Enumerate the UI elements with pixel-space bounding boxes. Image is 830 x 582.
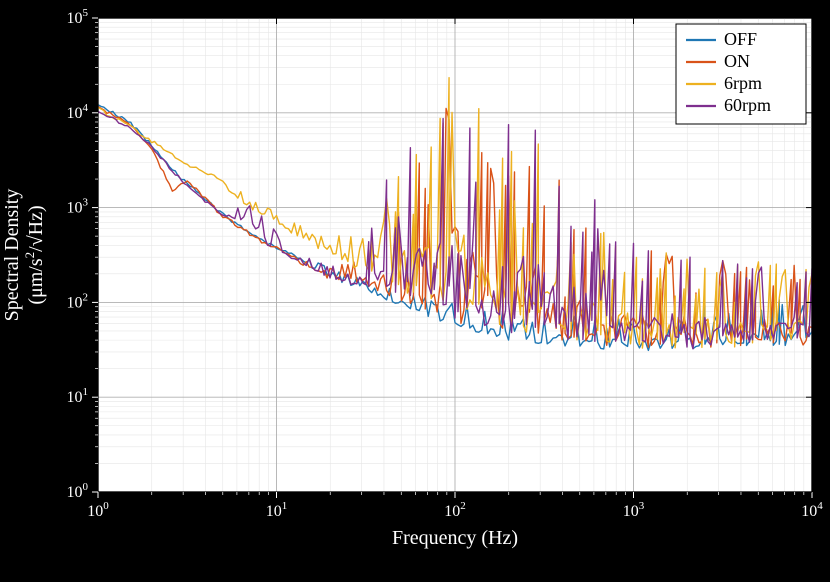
- spectral-density-chart: 100101102103104100101102103104105Frequen…: [0, 0, 830, 582]
- legend: OFFON6rpm60rpm: [676, 24, 806, 124]
- x-axis-label: Frequency (Hz): [392, 527, 518, 549]
- legend-label: ON: [724, 51, 750, 71]
- svg-text:Spectral Density: Spectral Density: [1, 189, 23, 322]
- legend-label: 60rpm: [724, 95, 771, 115]
- chart-svg: 100101102103104100101102103104105Frequen…: [0, 0, 830, 582]
- legend-label: OFF: [724, 29, 757, 49]
- legend-label: 6rpm: [724, 73, 762, 93]
